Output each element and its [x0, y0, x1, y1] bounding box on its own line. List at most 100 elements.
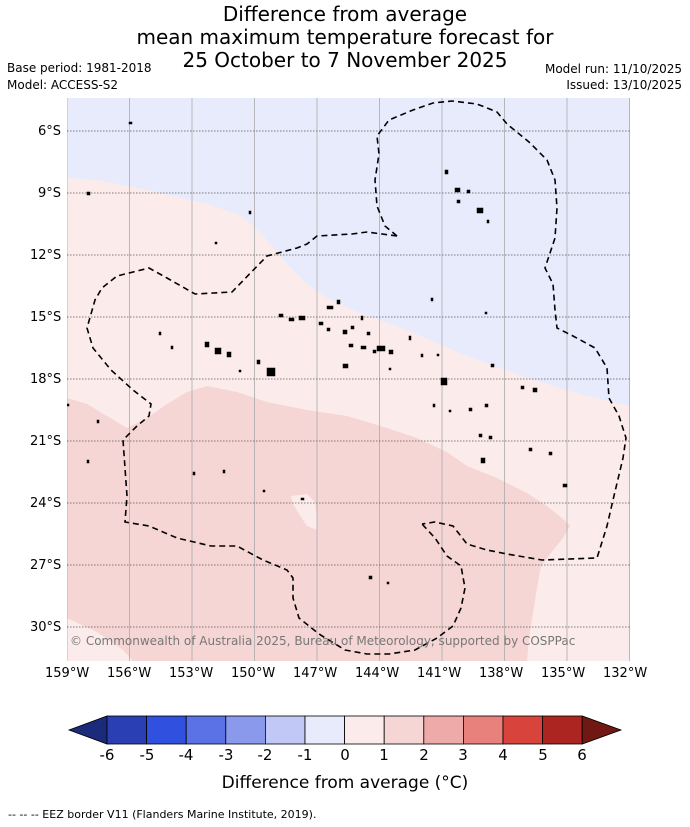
- colorbar-extend-high: [581, 715, 623, 745]
- island: [326, 305, 334, 310]
- colorbar-tick: 4: [498, 746, 508, 764]
- lat-label: 21°S: [30, 434, 62, 449]
- island: [266, 367, 276, 377]
- island: [388, 349, 394, 355]
- island: [432, 403, 436, 408]
- island: [430, 297, 434, 302]
- island: [386, 581, 390, 585]
- eez-legend-note: -- -- -- EEZ border V11 (Flanders Marine…: [8, 808, 317, 821]
- island: [214, 347, 222, 355]
- island: [532, 387, 538, 393]
- colorbar-tick: -2: [257, 746, 273, 764]
- issued-date: Issued: 13/10/2025: [566, 78, 682, 92]
- model-run: Model run: 11/10/2025: [544, 62, 682, 76]
- lon-label: 144°W: [355, 666, 400, 681]
- island: [222, 469, 226, 474]
- forecast-map: [67, 98, 630, 661]
- island: [86, 459, 90, 464]
- island: [262, 489, 266, 493]
- island: [336, 299, 341, 305]
- colorbar-cell: [344, 715, 385, 745]
- island: [288, 317, 295, 322]
- island: [444, 169, 449, 175]
- colorbar-tick: 6: [577, 746, 587, 764]
- island: [376, 345, 386, 352]
- island: [96, 419, 100, 424]
- island: [440, 377, 448, 386]
- colorbar-tick: 0: [340, 746, 350, 764]
- island: [562, 483, 568, 488]
- island: [86, 191, 91, 196]
- island: [448, 409, 452, 413]
- island: [248, 210, 252, 215]
- island: [520, 385, 525, 390]
- colorbar-tick: 1: [379, 746, 389, 764]
- colorbar-label: Difference from average (°C): [221, 773, 469, 793]
- island: [204, 341, 210, 348]
- title-line-2: mean maximum temperature forecast for: [136, 25, 554, 49]
- island: [238, 369, 242, 373]
- lat-label: 15°S: [30, 310, 62, 325]
- island: [548, 451, 553, 456]
- lat-label: 9°S: [38, 186, 62, 201]
- anomaly-patch-north-west: [67, 618, 133, 661]
- lon-label: 138°W: [479, 666, 524, 681]
- colorbar-extend-low: [67, 715, 108, 745]
- colorbar-cell: [264, 715, 306, 745]
- island: [466, 189, 471, 194]
- colorbar-cell: [423, 715, 464, 745]
- colorbar-cell: [146, 715, 187, 745]
- latitude-grid: [67, 130, 630, 628]
- island: [170, 345, 174, 350]
- lon-label: 135°W: [541, 666, 586, 681]
- lat-label: 27°S: [30, 558, 62, 573]
- island: [484, 403, 489, 408]
- lat-label: 30°S: [30, 620, 62, 635]
- island: [256, 359, 261, 365]
- island: [158, 331, 162, 336]
- island: [128, 121, 133, 125]
- eez-border-french-polynesia-west: [86, 231, 466, 655]
- island: [408, 335, 412, 341]
- colorbar-tick: 2: [419, 746, 429, 764]
- lat-label: 18°S: [30, 372, 62, 387]
- colorbar-tick: -5: [139, 746, 155, 764]
- colorbar-cell: [462, 715, 504, 745]
- lat-label: 24°S: [30, 496, 62, 511]
- island: [278, 313, 284, 318]
- island: [478, 433, 483, 438]
- lon-label: 156°W: [107, 666, 152, 681]
- island: [468, 407, 473, 412]
- lon-label: 141°W: [417, 666, 462, 681]
- colorbar-cell: [106, 715, 147, 745]
- island: [350, 325, 355, 330]
- island: [318, 321, 324, 326]
- colorbar-cell: [304, 715, 345, 745]
- colorbar-cell: [383, 715, 425, 745]
- eez-borders: [86, 100, 627, 655]
- island: [342, 363, 349, 369]
- lat-label: 12°S: [30, 248, 62, 263]
- island: [388, 367, 392, 371]
- island: [226, 351, 232, 358]
- copyright-notice: © Commonwealth of Australia 2025, Bureau…: [70, 634, 576, 648]
- model-name: Model: ACCESS-S2: [7, 78, 119, 92]
- island: [360, 345, 367, 350]
- island: [300, 497, 305, 501]
- colorbar-tick: -3: [218, 746, 234, 764]
- island: [298, 315, 306, 321]
- colorbar-tick: -6: [99, 746, 115, 764]
- lat-label: 6°S: [38, 124, 62, 139]
- islands: [67, 121, 568, 585]
- colorbar-tick: 3: [458, 746, 468, 764]
- base-period: Base period: 1981-2018: [7, 61, 152, 75]
- island: [484, 311, 488, 315]
- lon-label: 159°W: [45, 666, 90, 681]
- island: [192, 471, 196, 476]
- colorbar-cell: [185, 715, 227, 745]
- colorbar-tick: 5: [538, 746, 548, 764]
- island: [490, 363, 495, 368]
- island: [372, 349, 377, 354]
- island: [360, 315, 364, 321]
- anomaly-region-1-2: [67, 386, 570, 661]
